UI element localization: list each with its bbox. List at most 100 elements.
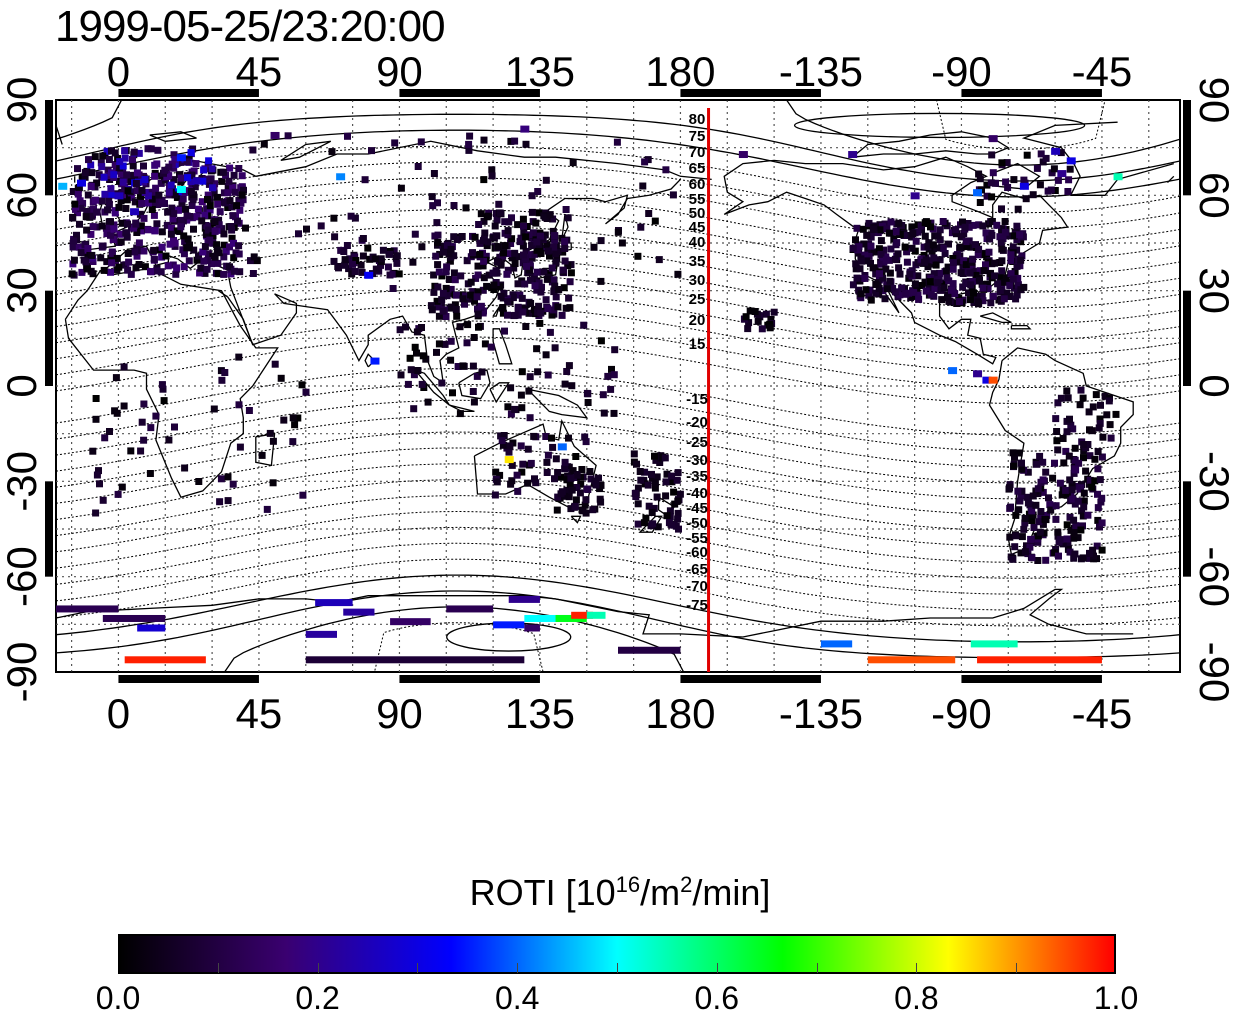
roti-cell: [1033, 164, 1041, 172]
roti-cell: [661, 454, 669, 462]
roti-cell: [1075, 459, 1083, 467]
roti-cell: [569, 159, 577, 167]
roti-cell: [157, 268, 165, 276]
roti-cell: [483, 242, 491, 250]
roti-cell: [587, 475, 595, 483]
roti-cell: [479, 262, 487, 270]
coastline: [74, 175, 1175, 184]
roti-cell: [945, 297, 953, 305]
roti-cell: [564, 214, 572, 222]
roti-cell: [618, 239, 626, 247]
roti-cell: [215, 216, 223, 224]
roti-cell: [998, 205, 1005, 213]
roti-cell: [482, 252, 490, 260]
roti-cell: [865, 252, 873, 260]
roti-cell: [92, 196, 99, 204]
roti-cell: [1098, 546, 1106, 554]
mlat-label-south: -15: [686, 391, 708, 408]
roti-cell: [92, 395, 100, 402]
roti-cell: [481, 340, 489, 348]
roti-cell: [116, 230, 124, 238]
roti-band: [820, 640, 853, 648]
roti-cell: [1024, 468, 1032, 476]
roti-cell: [668, 478, 676, 486]
roti-cell: [1089, 403, 1097, 411]
roti-cell: [153, 220, 161, 228]
roti-cell: [504, 227, 512, 235]
roti-cell: [107, 268, 114, 276]
roti-cell: [173, 264, 181, 272]
roti-cell: [120, 261, 128, 269]
roti-cell: [1094, 504, 1102, 512]
roti-cell: [520, 125, 530, 133]
roti-cell: [97, 254, 105, 262]
roti-cell: [81, 241, 89, 249]
roti-cell: [989, 292, 997, 300]
roti-cell: [504, 403, 512, 411]
roti-cell: [198, 217, 206, 225]
roti-cell: [1010, 176, 1018, 184]
roti-cell: [673, 476, 681, 484]
roti-cell: [430, 271, 438, 279]
roti-cell: [396, 326, 404, 334]
roti-cell: [98, 163, 106, 171]
roti-cell: [434, 261, 442, 269]
roti-cell: [271, 360, 279, 368]
roti-cell: [343, 242, 351, 249]
roti-cell: [74, 165, 81, 173]
roti-cell: [124, 266, 132, 274]
roti-cell: [883, 225, 891, 233]
roti-cell: [554, 469, 562, 476]
roti-cell: [133, 229, 141, 236]
roti-cell: [563, 476, 571, 484]
roti-cell: [1017, 238, 1025, 246]
roti-cell: [1064, 188, 1072, 195]
roti-cell: [964, 220, 972, 227]
roti-cell: [204, 257, 212, 264]
roti-cell: [567, 474, 575, 482]
roti-cell: [218, 225, 226, 233]
roti-cell: [597, 337, 605, 345]
roti-cell: [849, 281, 857, 289]
mlat-label-north: 40: [689, 234, 706, 251]
roti-cell: [641, 158, 649, 166]
roti-cell: [571, 502, 579, 510]
roti-cell: [886, 277, 894, 285]
roti-cell: [149, 199, 157, 207]
roti-cell: [583, 485, 591, 493]
roti-cell: [563, 368, 571, 375]
roti-cell: [190, 167, 198, 175]
roti-cell: [983, 192, 991, 200]
roti-cell: [269, 437, 277, 445]
roti-cell: [926, 278, 934, 286]
lon-tick-label-bottom: 135: [505, 690, 575, 737]
map-timestamp-title: 1999-05-25/23:20:00: [55, 2, 446, 51]
roti-cell: [84, 245, 92, 252]
left-scale-bar: [45, 100, 53, 196]
roti-cell: [174, 206, 182, 214]
roti-cell: [924, 243, 932, 251]
roti-cell: [69, 214, 77, 222]
roti-cell: [58, 182, 68, 190]
roti-cell: [996, 273, 1004, 281]
roti-cell: [181, 464, 189, 472]
roti-cell: [447, 285, 455, 293]
roti-cell: [130, 224, 138, 232]
roti-cell: [544, 371, 552, 379]
roti-cell: [235, 165, 243, 172]
roti-cell: [112, 374, 120, 382]
roti-cell: [901, 243, 909, 251]
roti-cell: [528, 208, 536, 216]
roti-cell: [433, 348, 440, 356]
roti-cell: [491, 222, 499, 230]
roti-cell: [1010, 462, 1018, 470]
roti-cell: [1039, 458, 1047, 466]
roti-cell: [157, 179, 165, 187]
mlat-contour-line: [56, 606, 1180, 672]
roti-cell: [127, 447, 135, 455]
roti-cell: [961, 223, 969, 231]
roti-cell: [921, 258, 928, 266]
roti-cell: [927, 223, 934, 231]
roti-cell: [154, 201, 162, 208]
roti-cell: [184, 235, 192, 243]
